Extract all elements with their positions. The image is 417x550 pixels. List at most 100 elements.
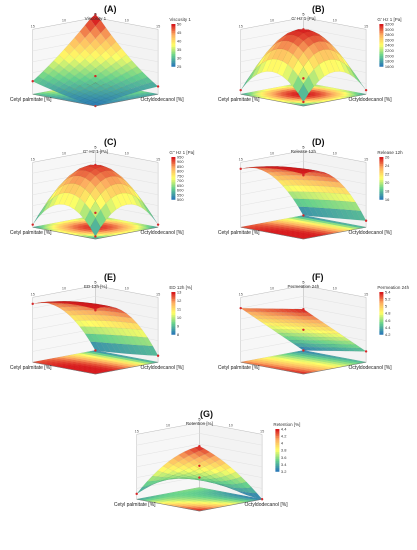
legend-swatch: [275, 453, 280, 456]
legend-swatch: [171, 31, 176, 34]
legend-swatch: [379, 306, 384, 309]
legend-swatch: [379, 329, 384, 332]
legend-swatch: [171, 55, 176, 58]
legend-swatch: [171, 180, 176, 183]
legend-swatch: [379, 297, 384, 300]
y-axis-label: Octyldodecanol [%]: [349, 97, 393, 103]
design-point: [94, 349, 97, 352]
legend-swatch: [379, 292, 384, 295]
legend-swatch: [171, 197, 176, 200]
legend-tick-label: 50: [177, 22, 182, 27]
legend-swatch: [379, 181, 384, 184]
legend-swatch: [379, 320, 384, 323]
legend-swatch: [171, 311, 176, 314]
legend-tick-label: 12: [177, 298, 182, 303]
legend-swatch: [275, 444, 280, 447]
y-axis-label: Octyldodecanol [%]: [245, 502, 289, 508]
z-axis-title: ED 12h [%]: [84, 284, 107, 289]
legend-swatch: [171, 174, 176, 177]
legend-swatch: [379, 162, 384, 165]
panel-b-label: (B): [312, 4, 325, 14]
panel-d-label: (D): [312, 137, 325, 147]
legend-swatch: [379, 313, 384, 316]
legend-swatch: [171, 297, 176, 300]
z-axis-title: Permeation 24h: [288, 284, 320, 289]
y-tick-label: 10: [125, 18, 129, 22]
legend-tick-label: 4.8: [385, 311, 391, 316]
legend-tick-label: 600: [177, 188, 184, 193]
legend-swatch: [379, 332, 384, 335]
legend-swatch: [379, 304, 384, 307]
legend-swatch: [171, 330, 176, 334]
legend-tick-label: 22: [385, 171, 390, 176]
design-point: [364, 88, 368, 92]
legend-swatch: [171, 309, 176, 312]
legend-swatch: [171, 332, 176, 335]
x-axis-label: Cetyl palmitate [%]: [218, 97, 260, 103]
legend-tick-label: 5.4: [385, 290, 391, 295]
legend-swatch: [275, 460, 280, 463]
legend-swatch: [275, 443, 280, 446]
legend-swatch: [171, 47, 176, 50]
wall-gridline: [136, 433, 200, 446]
x-tick-label: 10: [270, 286, 274, 290]
legend-swatch: [379, 197, 384, 200]
legend-swatch: [275, 450, 280, 453]
legend-swatch: [171, 320, 176, 323]
legend-tick-label: 10: [177, 315, 182, 320]
legend-tick-label: 20: [385, 180, 390, 185]
legend-swatch: [379, 34, 384, 37]
panel-g-label: (G): [200, 409, 213, 419]
y-tick-label: 10: [333, 286, 337, 290]
legend-tick-label: 3.2: [281, 469, 287, 474]
design-point: [302, 328, 305, 331]
legend-swatch: [379, 311, 384, 314]
legend-swatch: [379, 299, 384, 302]
y-tick-label: 5: [94, 146, 96, 150]
x-tick-label: 5: [302, 146, 304, 150]
y-tick-label: 5: [302, 281, 304, 285]
floor-edge: [95, 361, 159, 375]
design-point: [364, 219, 368, 222]
legend-swatch: [275, 437, 280, 440]
legend-tick-label: 500: [177, 197, 184, 202]
legend-swatch: [379, 293, 384, 296]
x-tick-label: 5: [94, 281, 96, 285]
legend-swatch: [275, 464, 280, 467]
legend-swatch: [379, 45, 384, 48]
legend-swatch: [171, 39, 176, 42]
wall-gridline: [240, 28, 304, 41]
y-tick-label: 15: [364, 292, 368, 296]
legend-swatch: [171, 160, 176, 163]
design-point: [239, 88, 242, 92]
y-tick-label: 15: [156, 292, 160, 296]
legend-swatch: [171, 158, 176, 161]
floor-edge: [303, 361, 367, 375]
legend-swatch: [171, 171, 176, 174]
legend-swatch: [171, 36, 176, 39]
legend-tick-label: 30: [177, 55, 182, 60]
legend-swatch: [275, 430, 280, 433]
surface-panel-7: Retention [%] Cetyl palmitate [%] Octyldod…: [114, 418, 300, 512]
surface-panel-6: Permeation 24h Cetyl palmitate [%] Octyldo…: [218, 281, 410, 375]
legend-swatch: [275, 448, 280, 451]
legend-title: Retention [%]: [273, 422, 300, 427]
legend-swatch: [171, 24, 176, 27]
y-tick-label: 10: [229, 423, 233, 427]
z-axis-title: Release 12h: [291, 149, 317, 154]
legend-swatch: [171, 32, 176, 35]
legend-swatch: [379, 322, 384, 325]
legend-swatch: [379, 38, 384, 41]
legend-swatch: [379, 164, 384, 167]
floor-edge: [240, 226, 304, 240]
legend-swatch: [171, 302, 176, 305]
wall-gridline: [136, 443, 200, 457]
legend-swatch: [275, 446, 280, 449]
legend-swatch: [171, 195, 176, 199]
legend-swatch: [275, 452, 280, 455]
legend-swatch: [275, 462, 280, 465]
legend-swatch: [379, 316, 384, 319]
legend-swatch: [171, 322, 176, 325]
legend-tick-label: 26: [385, 155, 390, 160]
